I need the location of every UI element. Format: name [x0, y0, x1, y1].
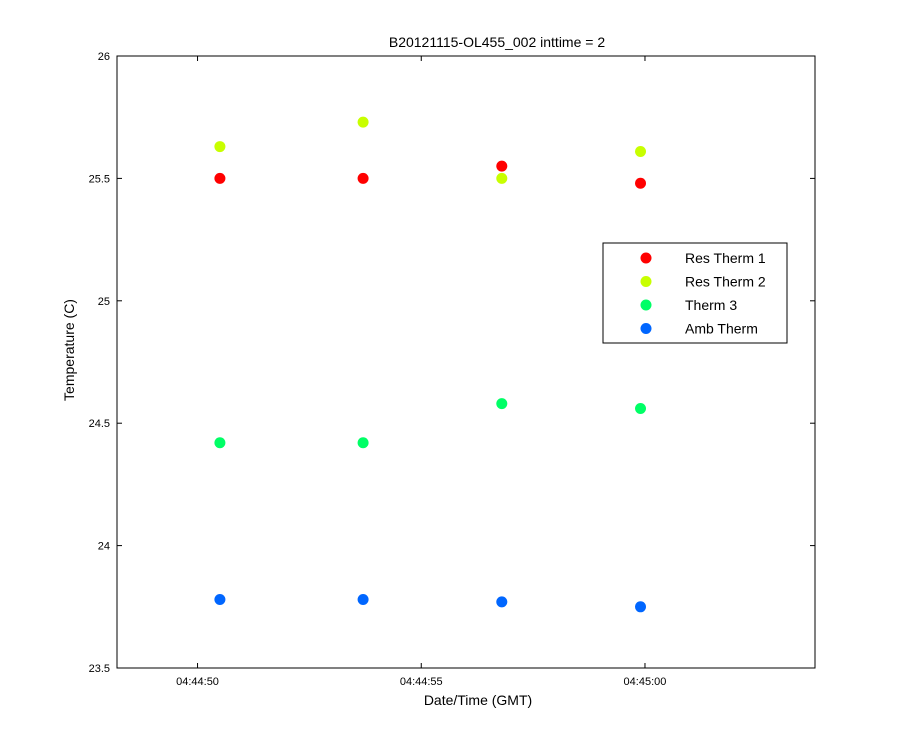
x-tick-label: 04:45:00 — [624, 676, 667, 688]
legend-marker — [640, 276, 652, 287]
data-point — [357, 593, 369, 605]
data-point — [635, 403, 646, 415]
data-point — [357, 437, 369, 449]
series-res-therm-2 — [214, 116, 646, 184]
y-tick-label: 24.5 — [89, 418, 110, 430]
series-therm-3 — [214, 398, 646, 449]
x-tick-label: 04:44:50 — [176, 676, 219, 688]
data-point — [635, 601, 646, 613]
x-axis-label: Date/Time (GMT) — [424, 692, 532, 708]
legend-entry: Res Therm 1 — [685, 250, 766, 266]
legend-entry: Therm 3 — [685, 297, 737, 313]
data-point — [635, 145, 646, 157]
data-points — [214, 116, 646, 613]
legend-marker — [640, 323, 652, 334]
chart-title: B20121115-OL455_002 inttime = 2 — [389, 34, 605, 50]
y-axis: 23.5 24 24.5 25 25.5 26 — [89, 51, 815, 675]
legend-entry: Res Therm 2 — [685, 274, 766, 290]
data-point — [635, 177, 646, 189]
y-tick-label: 26 — [98, 51, 110, 63]
data-point — [357, 172, 369, 184]
x-axis: 04:44:50 04:44:55 04:45:00 — [176, 56, 666, 688]
legend-marker — [640, 252, 652, 264]
data-point — [496, 398, 508, 410]
y-axis-label: Temperature (C) — [61, 299, 77, 401]
legend-marker — [640, 299, 652, 311]
legend-entry: Amb Therm — [685, 321, 758, 337]
y-tick-label: 24 — [98, 541, 110, 553]
data-point — [357, 116, 369, 128]
x-tick-label: 04:44:55 — [400, 676, 443, 688]
data-point — [214, 141, 226, 153]
plot-area — [116, 55, 816, 669]
data-point — [496, 160, 508, 172]
legend: Res Therm 1 Res Therm 2 Therm 3 Amb Therm — [602, 242, 788, 344]
data-point — [214, 593, 226, 605]
y-tick-label: 25.5 — [89, 173, 110, 185]
y-tick-label: 23.5 — [89, 663, 110, 675]
series-res-therm-1 — [214, 160, 646, 189]
series-amb-therm — [214, 593, 646, 613]
data-point — [496, 172, 508, 184]
data-point — [214, 437, 226, 449]
data-point — [496, 596, 508, 608]
data-point — [214, 172, 226, 184]
y-tick-label: 25 — [98, 296, 110, 308]
legend-box — [602, 242, 788, 344]
